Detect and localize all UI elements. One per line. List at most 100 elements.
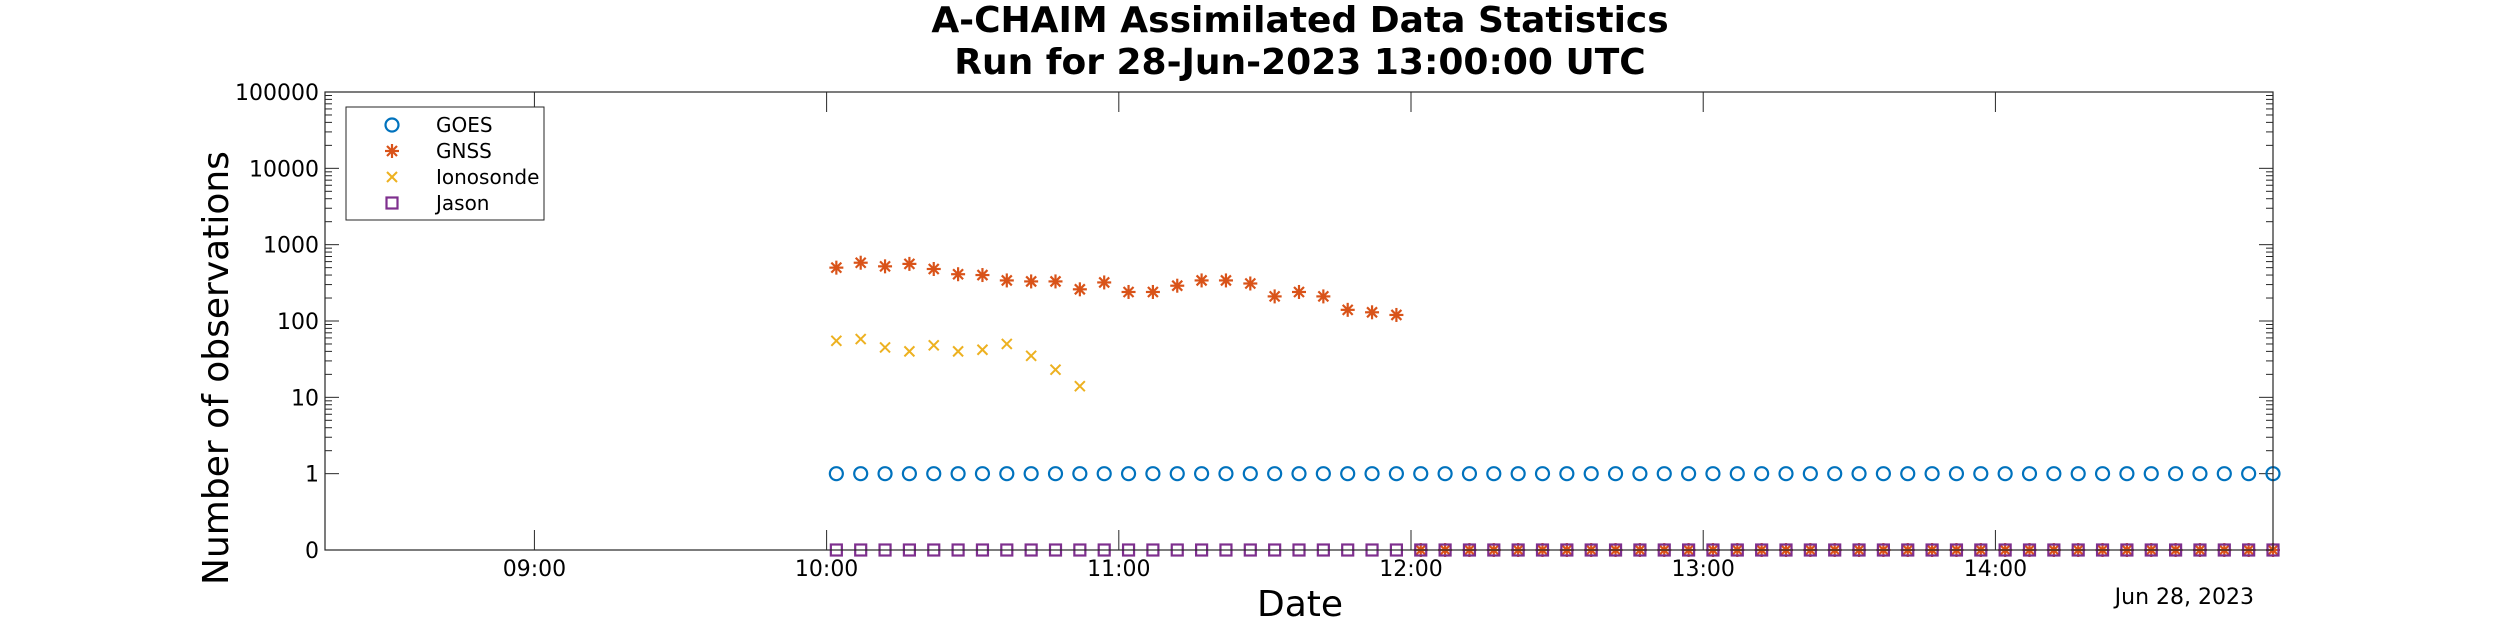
- goes-point: [2070, 466, 2086, 482]
- goes-point: [1680, 466, 1697, 482]
- y-axis-ticks: 0 1 10 100 1000 10000 100000: [235, 81, 2273, 564]
- series-goes: [828, 466, 2281, 482]
- gnss-point: [1121, 284, 1136, 299]
- goes-point: [999, 466, 1015, 482]
- gnss-point: [829, 260, 844, 275]
- goes-point: [1291, 466, 1307, 482]
- legend-label-jason: Jason: [434, 191, 490, 215]
- y-axis-label: Number of observations: [196, 151, 237, 585]
- y-tick-label: 10: [291, 386, 319, 411]
- legend-label-gnss: GNSS: [436, 139, 492, 163]
- goes-point: [1656, 466, 1672, 482]
- ionosonde-point: [952, 345, 964, 358]
- gnss-point: [1024, 274, 1039, 289]
- goes-point: [1486, 466, 1502, 482]
- goes-point: [1047, 466, 1064, 482]
- y-tick-label: 100: [277, 310, 319, 335]
- goes-point: [1096, 466, 1112, 482]
- series-ionosonde: [830, 333, 1086, 392]
- gnss-point: [1389, 307, 1404, 322]
- gnss-point: [878, 259, 893, 274]
- goes-point: [2168, 466, 2184, 482]
- gnss-point: [853, 255, 868, 270]
- goes-point: [1827, 466, 1843, 482]
- goes-point: [1973, 466, 1989, 482]
- gnss-point: [1365, 305, 1380, 320]
- x-tick-label: 09:00: [503, 557, 566, 582]
- gnss-point: [1340, 302, 1355, 317]
- legend-marker-jason: [385, 196, 399, 210]
- goes-point: [2216, 466, 2232, 482]
- goes-point: [2192, 466, 2208, 482]
- goes-point: [2046, 466, 2062, 482]
- ionosonde-point: [1049, 364, 1062, 376]
- x-axis-date-note: Jun 28, 2023: [2113, 585, 2254, 610]
- legend-label-ionosonde: Ionosonde: [436, 165, 539, 189]
- goes-point: [1583, 466, 1599, 482]
- goes-point: [926, 466, 942, 482]
- gnss-point: [1267, 289, 1282, 304]
- goes-point: [1267, 466, 1283, 482]
- ionosonde-point: [1001, 338, 1013, 350]
- goes-point: [1315, 466, 1331, 482]
- goes-point: [1778, 466, 1794, 482]
- ionosonde-point: [879, 341, 891, 354]
- goes-point: [1218, 466, 1234, 482]
- goes-point: [1729, 466, 1745, 482]
- gnss-point: [1170, 278, 1185, 293]
- gnss-point: [902, 256, 917, 271]
- ionosonde-point: [976, 344, 989, 356]
- goes-point: [1388, 466, 1405, 482]
- x-tick-label: 11:00: [1087, 557, 1150, 582]
- gnss-point: [1097, 275, 1112, 290]
- goes-point: [1340, 466, 1356, 482]
- goes-point: [1900, 466, 1916, 482]
- gnss-point: [999, 273, 1014, 288]
- gnss-point: [1292, 284, 1306, 299]
- goes-point: [2143, 466, 2159, 482]
- gnss-point: [1243, 276, 1258, 291]
- goes-point: [901, 466, 918, 482]
- legend-marker-gnss: [385, 144, 399, 158]
- goes-point: [1145, 466, 1161, 482]
- goes-point: [1510, 466, 1526, 482]
- x-axis-label: Date: [1257, 584, 1343, 625]
- goes-point: [1193, 466, 1210, 482]
- goes-point: [2094, 466, 2111, 482]
- gnss-point: [1218, 273, 1233, 288]
- y-tick-label: 0: [305, 539, 319, 564]
- y-tick-label: 1: [305, 463, 319, 488]
- goes-point: [1072, 466, 1088, 482]
- goes-point: [1802, 466, 1818, 482]
- legend-marker-goes: [384, 117, 400, 133]
- series-gnss: [829, 255, 2280, 557]
- goes-point: [974, 466, 991, 482]
- x-tick-label: 10:00: [795, 557, 858, 582]
- goes-point: [1120, 466, 1137, 482]
- legend-box: [345, 106, 545, 221]
- gnss-point: [951, 267, 966, 282]
- chart-title-line-2: Run for 28-Jun-2023 13:00:00 UTC: [954, 42, 1645, 83]
- gnss-point: [1194, 273, 1209, 288]
- goes-point: [1705, 466, 1721, 482]
- goes-point: [1754, 466, 1770, 482]
- goes-point: [1997, 466, 2013, 482]
- goes-point: [950, 466, 966, 482]
- gnss-point: [926, 261, 941, 276]
- goes-point: [828, 466, 844, 482]
- legend-marker-ionosonde: [386, 171, 398, 183]
- x-tick-label: 14:00: [1964, 557, 2027, 582]
- goes-point: [1632, 466, 1648, 482]
- goes-point: [2021, 466, 2038, 482]
- goes-point: [1364, 466, 1380, 482]
- goes-point: [1461, 466, 1478, 482]
- chart-title-line-1: A-CHAIM Assimilated Data Statistics: [931, 0, 1668, 41]
- goes-point: [1559, 466, 1575, 482]
- ionosonde-point: [1025, 350, 1037, 362]
- goes-point: [877, 466, 893, 482]
- gnss-point: [1316, 289, 1331, 304]
- ionosonde-point: [1074, 380, 1086, 392]
- ionosonde-point: [854, 333, 867, 345]
